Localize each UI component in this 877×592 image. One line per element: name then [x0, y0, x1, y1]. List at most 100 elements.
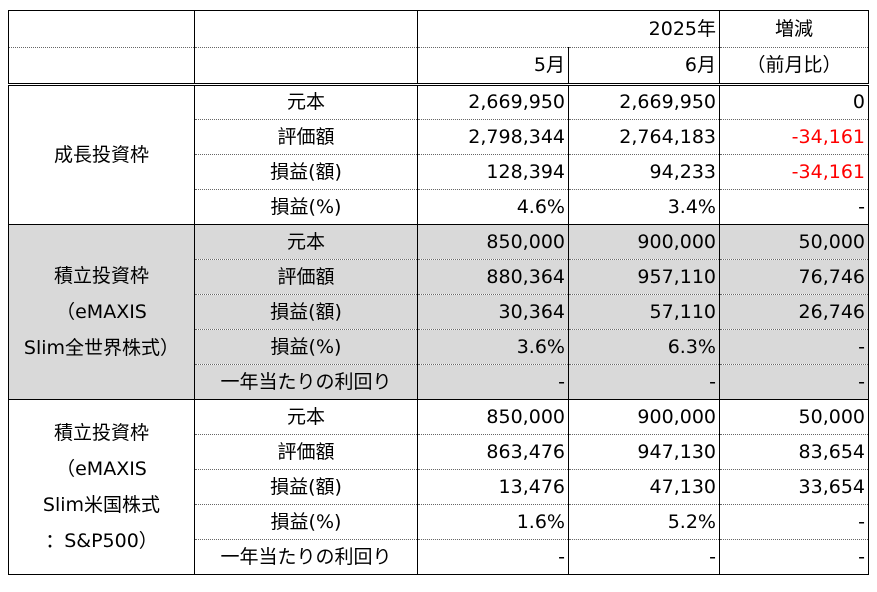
jun-value-cell[interactable]: 900,000 — [568, 224, 720, 260]
change-value: 83,654 — [798, 440, 865, 463]
may-value-cell[interactable]: 863,476 — [417, 434, 569, 470]
row-label-cell[interactable]: 一年当たりの利回り — [194, 539, 418, 575]
group-name-line: 積立投資枠 — [53, 422, 149, 444]
row-label: 損益(額) — [270, 300, 342, 323]
header-cell-blank-2[interactable] — [194, 10, 418, 48]
row-label: 損益(%) — [270, 335, 342, 358]
jun-value-cell[interactable]: 957,110 — [568, 259, 720, 295]
may-value-cell[interactable]: 2,798,344 — [417, 119, 569, 155]
row-label-cell[interactable]: 元本 — [194, 224, 418, 260]
header-cell-blank-5[interactable] — [194, 47, 418, 86]
change-value-cell[interactable]: - — [719, 539, 869, 575]
change-value-cell[interactable]: - — [719, 189, 869, 225]
may-value-cell[interactable]: 3.6% — [417, 329, 569, 365]
jun-value-cell[interactable]: - — [568, 539, 720, 575]
change-value: - — [858, 195, 865, 218]
row-label: 損益(額) — [270, 160, 342, 183]
header-year-cell[interactable]: 2025年 — [568, 10, 720, 48]
change-value: 33,654 — [798, 475, 865, 498]
change-value-cell[interactable]: 50,000 — [719, 399, 869, 435]
may-value-cell[interactable]: - — [417, 539, 569, 575]
jun-value-cell[interactable]: 57,110 — [568, 294, 720, 330]
may-value-cell[interactable]: 4.6% — [417, 189, 569, 225]
may-value: 850,000 — [486, 405, 565, 428]
row-label-cell[interactable]: 損益(額) — [194, 154, 418, 190]
change-value-cell[interactable]: - — [719, 329, 869, 365]
jun-value-cell[interactable]: 947,130 — [568, 434, 720, 470]
header-row-2: 5月 6月 （前月比） — [8, 47, 869, 86]
change-value-cell[interactable]: 76,746 — [719, 259, 869, 295]
jun-value-cell[interactable]: 900,000 — [568, 399, 720, 435]
row-label: 元本 — [286, 230, 325, 253]
group-name-line: Slim全世界株式） — [23, 337, 180, 359]
table-row: 積立投資枠 （eMAXIS Slim米国株式 ：S&P500） 元本 850,000 900… — [8, 399, 869, 575]
may-value-cell[interactable]: 850,000 — [417, 399, 569, 435]
group-name-cell[interactable]: 成長投資枠 — [8, 84, 195, 225]
row-label-cell[interactable]: 元本 — [194, 399, 418, 435]
header-change-cell[interactable]: 増減 — [719, 10, 869, 48]
header-cell-blank-1[interactable] — [8, 10, 195, 48]
row-label-cell[interactable]: 元本 — [194, 84, 418, 120]
change-value-cell[interactable]: - — [719, 504, 869, 540]
may-value-cell[interactable]: 30,364 — [417, 294, 569, 330]
change-value-cell[interactable]: -34,161 — [719, 154, 869, 190]
change-value-cell[interactable]: -34,161 — [719, 119, 869, 155]
jun-value-cell[interactable]: 6.3% — [568, 329, 720, 365]
may-value: 2,669,950 — [468, 91, 565, 113]
change-value: - — [858, 370, 865, 393]
change-value-cell[interactable]: 50,000 — [719, 224, 869, 260]
jun-value-cell[interactable]: 47,130 — [568, 469, 720, 505]
row-label-cell[interactable]: 損益(%) — [194, 504, 418, 540]
row-label: 元本 — [286, 405, 325, 428]
row-label: 元本 — [286, 91, 325, 113]
jun-value-cell[interactable]: 2,669,950 — [568, 84, 720, 120]
row-label-cell[interactable]: 一年当たりの利回り — [194, 364, 418, 400]
month-may-label: 5月 — [533, 54, 565, 76]
change-value-cell[interactable]: 33,654 — [719, 469, 869, 505]
jun-value-cell[interactable]: 5.2% — [568, 504, 720, 540]
change-value: 26,746 — [798, 300, 865, 323]
change-value-cell[interactable]: 0 — [719, 84, 869, 120]
header-month-jun-cell[interactable]: 6月 — [568, 47, 720, 86]
row-label-cell[interactable]: 損益(%) — [194, 189, 418, 225]
row-label-cell[interactable]: 評価額 — [194, 119, 418, 155]
header-cell-blank-3[interactable] — [417, 10, 569, 48]
row-label: 一年当たりの利回り — [220, 370, 392, 393]
header-row-1: 2025年 増減 — [8, 10, 869, 48]
change-value-cell[interactable]: 26,746 — [719, 294, 869, 330]
group-name-cell[interactable]: 積立投資枠 （eMAXIS Slim米国株式 ：S&P500） — [8, 399, 195, 575]
row-label-cell[interactable]: 評価額 — [194, 434, 418, 470]
table-row: 評価額 2,798,344 2,764,183 -34,161 — [9, 119, 869, 155]
jun-value-cell[interactable]: 3.4% — [568, 189, 720, 225]
row-label-cell[interactable]: 損益(額) — [194, 469, 418, 505]
row-label-cell[interactable]: 評価額 — [194, 259, 418, 295]
change-label: 増減 — [774, 17, 813, 40]
change-value-cell[interactable]: 83,654 — [719, 434, 869, 470]
may-value-cell[interactable]: 1.6% — [417, 504, 569, 540]
may-value-cell[interactable]: 13,476 — [417, 469, 569, 505]
jun-value: 900,000 — [637, 230, 716, 253]
jun-value-cell[interactable]: - — [568, 364, 720, 400]
may-value-cell[interactable]: - — [417, 364, 569, 400]
change-value: - — [858, 545, 865, 568]
may-value-cell[interactable]: 128,394 — [417, 154, 569, 190]
may-value-cell[interactable]: 880,364 — [417, 259, 569, 295]
change-value-cell[interactable]: - — [719, 364, 869, 400]
header-change-sub-cell[interactable]: （前月比） — [719, 47, 869, 86]
may-value-cell[interactable]: 850,000 — [417, 224, 569, 260]
year-label: 2025年 — [648, 17, 716, 40]
table-row: 損益(%) 4.6% 3.4% - — [9, 189, 869, 225]
header-month-may-cell[interactable]: 5月 — [417, 47, 569, 86]
may-value: - — [558, 370, 565, 393]
change-value: -34,161 — [791, 125, 865, 148]
group-name-line: Slim米国株式 — [42, 494, 161, 516]
change-value: 50,000 — [798, 230, 865, 253]
group-name-cell[interactable]: 積立投資枠 （eMAXIS Slim全世界株式） — [8, 224, 195, 400]
jun-value-cell[interactable]: 94,233 — [568, 154, 720, 190]
row-label-cell[interactable]: 損益(額) — [194, 294, 418, 330]
jun-value-cell[interactable]: 2,764,183 — [568, 119, 720, 155]
row-label-cell[interactable]: 損益(%) — [194, 329, 418, 365]
may-value-cell[interactable]: 2,669,950 — [417, 84, 569, 120]
jun-value: 947,130 — [637, 440, 716, 463]
header-cell-blank-4[interactable] — [8, 47, 195, 86]
